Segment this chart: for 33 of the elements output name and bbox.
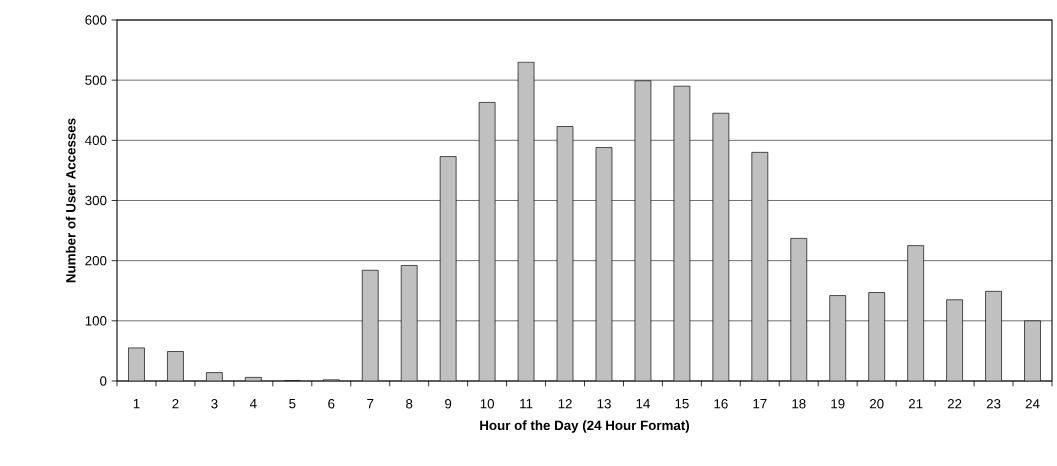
- x-tick-label: 22: [947, 399, 962, 409]
- x-tick-label: 10: [480, 399, 495, 409]
- x-tick-label: 21: [908, 399, 923, 409]
- x-tick-label: 11: [520, 399, 533, 409]
- y-tick-label: 500: [85, 75, 107, 85]
- x-tick-label: 5: [289, 399, 296, 409]
- x-tick-label: 15: [675, 399, 689, 409]
- y-axis-title: Number of User Accesses: [65, 118, 76, 283]
- x-tick-label: 2: [172, 399, 179, 409]
- x-tick-label: 16: [714, 399, 728, 409]
- x-tick-label: 7: [367, 399, 374, 409]
- x-tick-label: 18: [792, 399, 806, 409]
- x-tick-label: 23: [986, 399, 1001, 409]
- x-tick-label: 4: [249, 399, 257, 409]
- y-tick-label: 300: [85, 195, 107, 206]
- x-tick-label: 9: [445, 399, 452, 409]
- x-tick-label: 12: [558, 399, 572, 409]
- x-tick-label: 1: [133, 399, 140, 409]
- x-tick-label: 20: [869, 399, 884, 409]
- y-tick-label: 100: [85, 316, 107, 326]
- x-tick-label: 24: [1025, 399, 1040, 409]
- x-tick-label: 17: [753, 399, 767, 409]
- y-tick-label: 400: [85, 135, 107, 146]
- y-tick-label: 0: [100, 376, 107, 386]
- x-tick-label: 8: [406, 399, 413, 409]
- y-tick-label: 600: [85, 15, 107, 25]
- x-axis-title: Hour of the Day (24 Hour Format): [480, 420, 690, 433]
- x-tick-label: 3: [211, 399, 218, 409]
- x-tick-label: 6: [328, 399, 335, 409]
- x-tick-label: 19: [831, 399, 845, 409]
- x-tick-label: 14: [636, 399, 650, 409]
- x-tick-label: 13: [597, 399, 611, 409]
- y-tick-label: 200: [85, 255, 107, 266]
